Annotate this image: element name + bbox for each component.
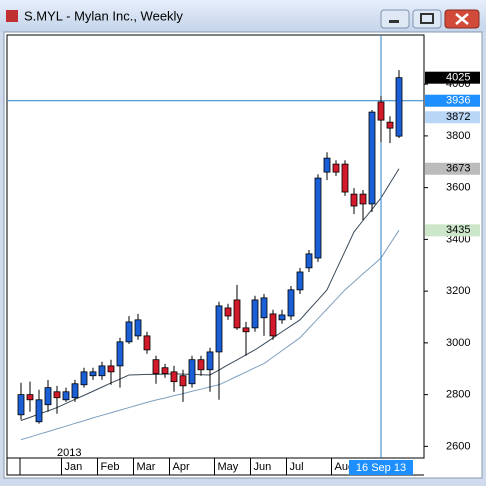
x-tick-label: Jul <box>290 461 304 473</box>
candle-body <box>242 327 250 333</box>
price-marker-box <box>425 71 480 84</box>
candle-body <box>224 307 232 317</box>
price-marker-label: 3872 <box>446 111 470 123</box>
candle-body <box>197 359 205 371</box>
corner-box <box>6 457 21 476</box>
minimize-button[interactable] <box>380 9 410 29</box>
plot-area <box>6 34 425 459</box>
candle-body <box>305 253 313 269</box>
candle-body <box>170 371 178 383</box>
price-marker-label: 3673 <box>446 163 470 175</box>
candle-body <box>143 335 151 351</box>
price-marker-label: 4025 <box>446 72 470 84</box>
candle-body <box>323 157 331 173</box>
candle-body <box>377 101 385 121</box>
close-icon <box>455 13 469 25</box>
candle-body <box>359 193 367 205</box>
x-tick-label: Apr <box>173 461 190 473</box>
candle-body <box>314 177 322 259</box>
candle-body <box>116 341 124 367</box>
window-title: S.MYL - Mylan Inc., Weekly <box>24 8 183 23</box>
y-tick-label: 3600 <box>446 182 470 194</box>
candle-body <box>395 77 403 137</box>
x-tick-label: May <box>218 461 239 473</box>
x-tick-label: Jun <box>254 461 272 473</box>
candle-body <box>17 394 25 416</box>
candle-body <box>62 391 70 401</box>
y-tick-label: 3800 <box>446 130 470 142</box>
candle-body <box>80 371 88 386</box>
candle-body <box>368 111 376 205</box>
crosshair-date-box <box>349 460 413 475</box>
price-marker-box <box>425 162 480 175</box>
candle-body <box>89 371 97 377</box>
candle-body <box>71 383 79 399</box>
candle-body <box>386 121 394 129</box>
x-tick-label: Feb <box>101 461 120 473</box>
candle-body <box>233 299 241 329</box>
candle-body <box>107 365 115 373</box>
x-tick-label: Mar <box>137 461 156 473</box>
price-marker-box <box>425 94 480 107</box>
candle-body <box>350 193 358 207</box>
candle-body <box>287 289 295 317</box>
candle-body <box>161 367 169 375</box>
y-tick-label: 2800 <box>446 389 470 401</box>
candle-body <box>98 365 106 377</box>
candle-body <box>125 321 133 343</box>
price-marker-label: 3936 <box>446 95 470 107</box>
crosshair-date: 16 Sep 13 <box>356 462 406 474</box>
candle-body <box>53 391 61 399</box>
candle-body <box>44 387 52 406</box>
candle-body <box>251 299 259 329</box>
candle-body <box>278 314 286 321</box>
price-marker-box <box>425 111 480 124</box>
x-tick-label: Jan <box>65 461 83 473</box>
candle-body <box>188 359 196 385</box>
candle-body <box>215 305 223 353</box>
candle-body <box>206 351 214 371</box>
candle-body <box>35 399 43 423</box>
price-marker-box <box>425 224 480 237</box>
candle-body <box>260 297 268 319</box>
app-icon <box>6 10 18 22</box>
candle-body <box>296 271 304 291</box>
y-tick-label: 3000 <box>446 337 470 349</box>
y-tick-label: 2600 <box>446 440 470 452</box>
minimize-icon <box>389 20 399 23</box>
candle-body <box>341 163 349 193</box>
y-tick-label: 3200 <box>446 285 470 297</box>
price-marker-label: 3435 <box>446 224 470 236</box>
candle-body <box>269 313 277 337</box>
candle-body <box>26 394 34 401</box>
candle-body <box>179 375 187 387</box>
maximize-icon <box>420 13 434 24</box>
maximize-button[interactable] <box>412 9 442 29</box>
candle-body <box>332 163 340 173</box>
candle-body <box>134 319 142 337</box>
candle-body <box>152 359 160 375</box>
year-label: 2013 <box>57 447 81 459</box>
